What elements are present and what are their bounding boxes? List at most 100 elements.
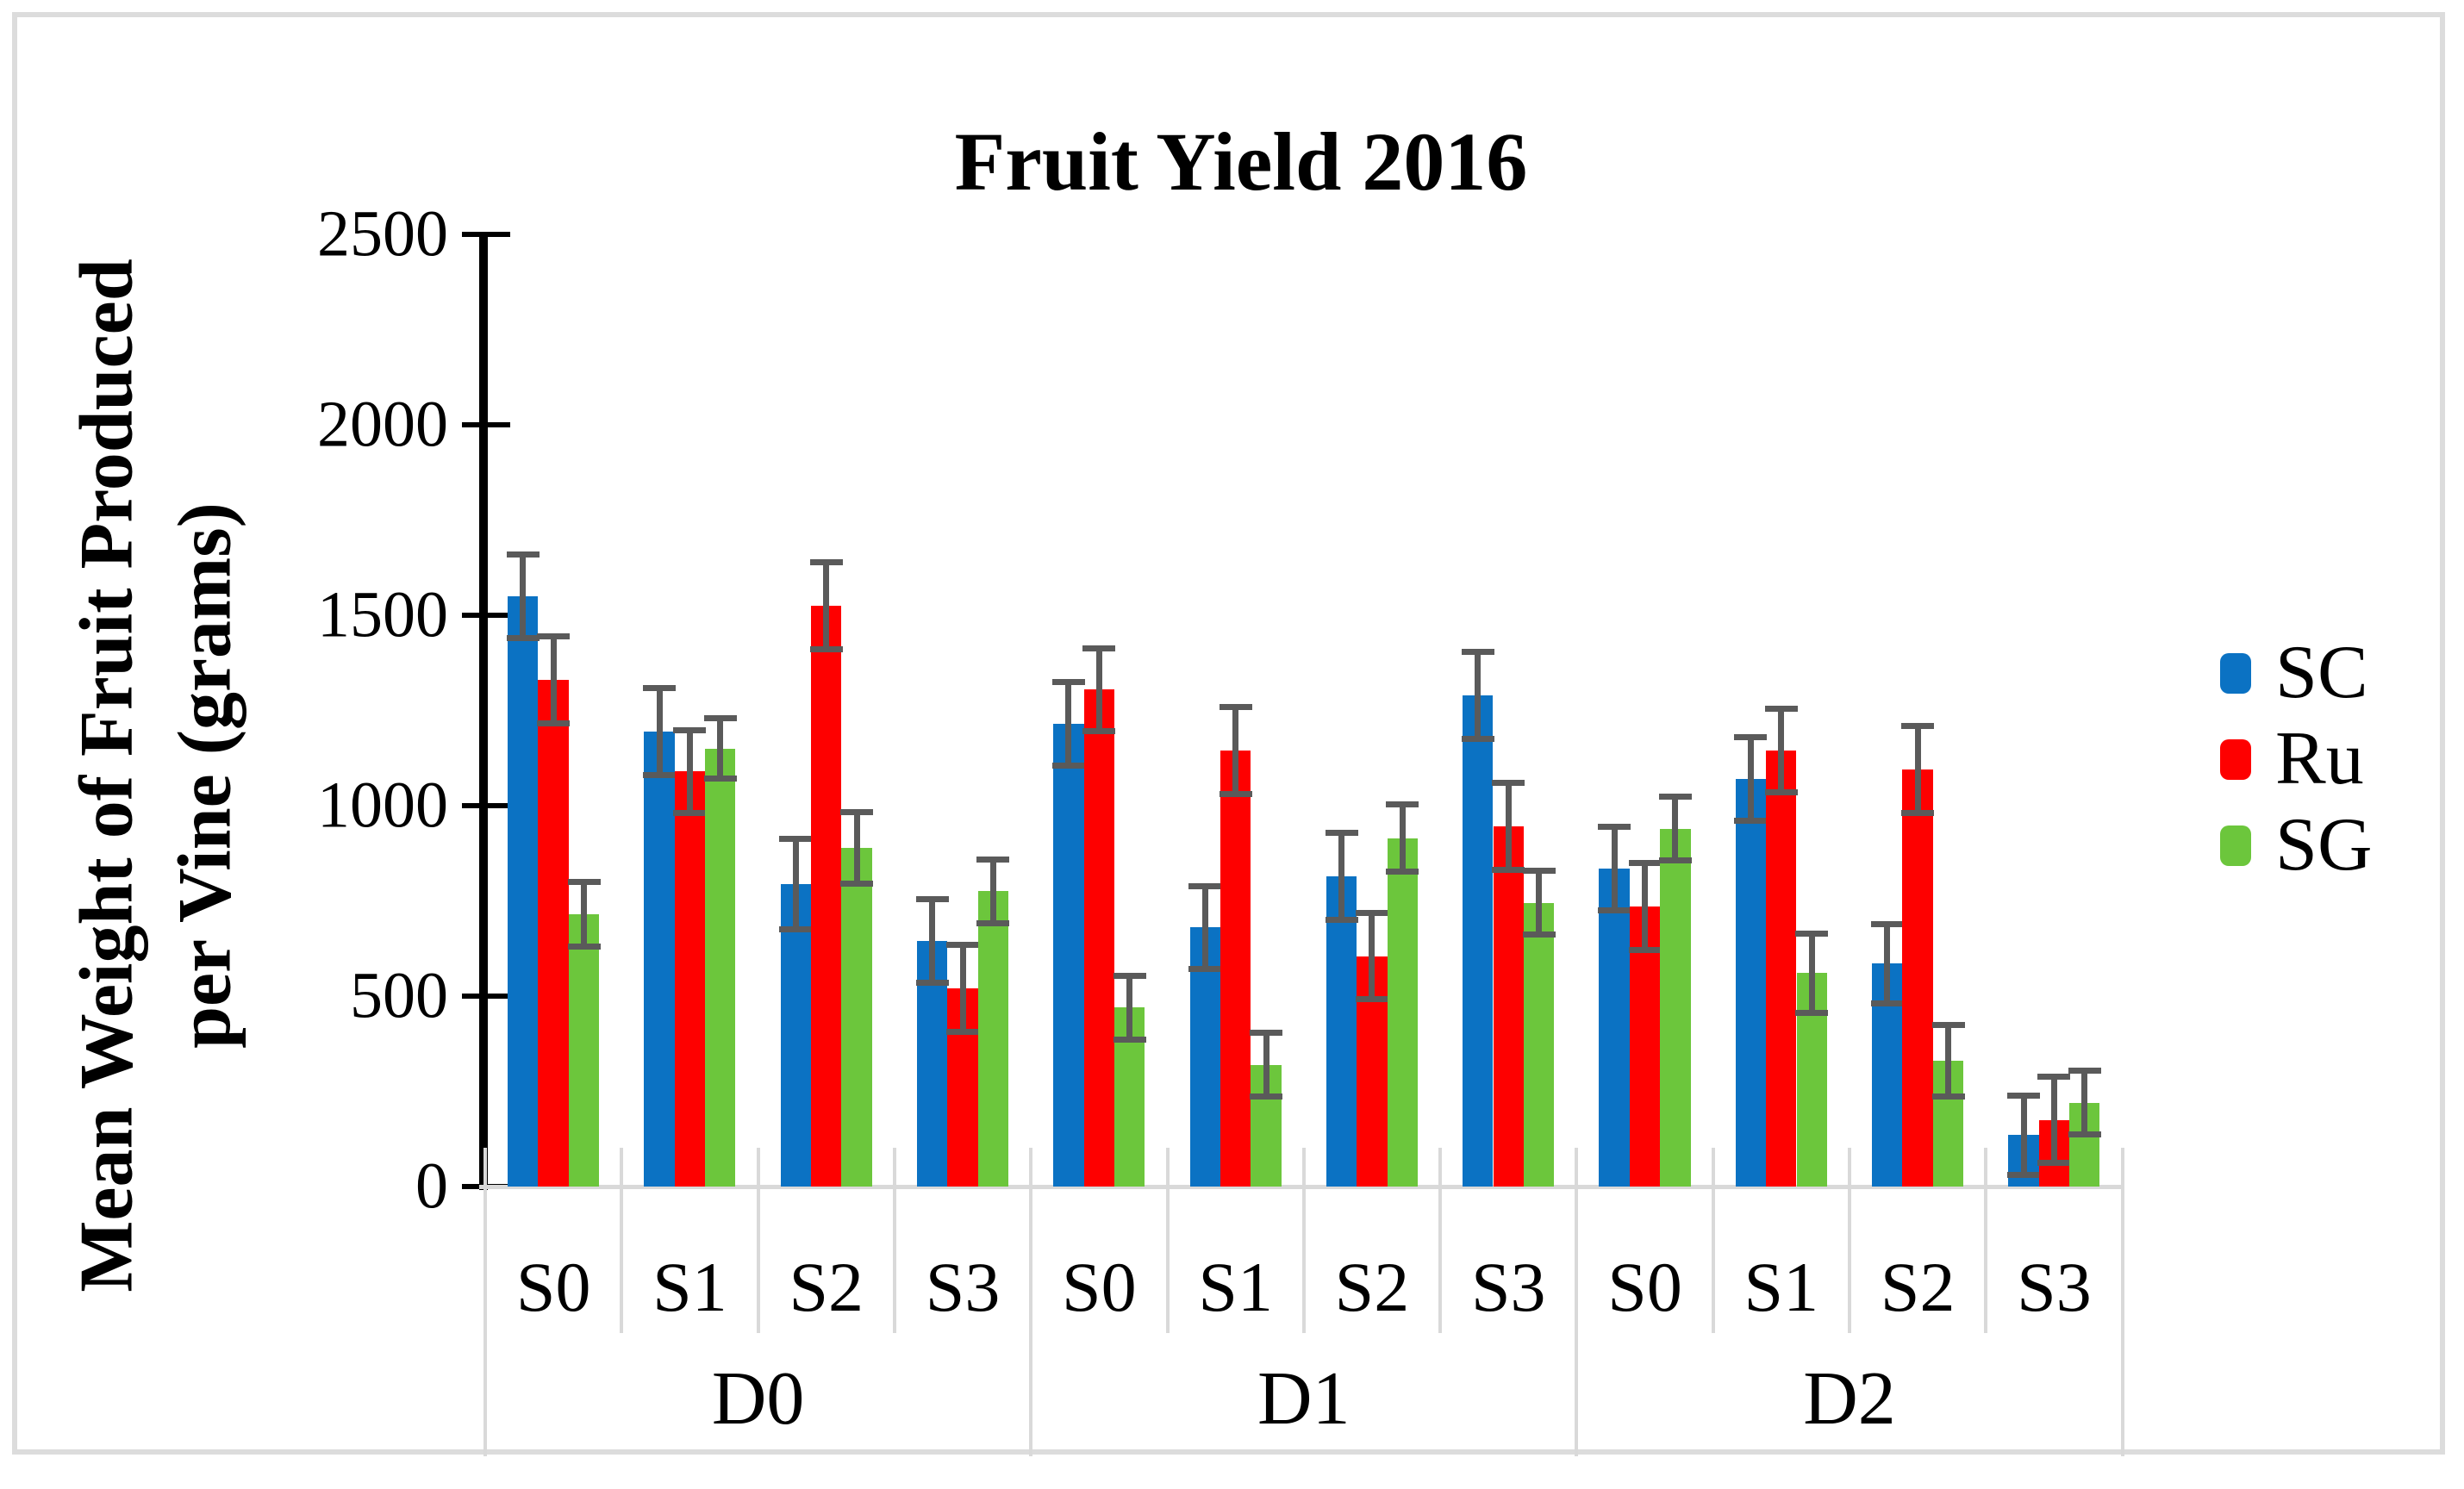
error-bar-cap-top [976, 856, 1010, 863]
error-bar-cap-top [673, 726, 707, 733]
group-separator [1029, 1187, 1033, 1456]
error-bar-line [1338, 832, 1344, 920]
error-bar-line [1475, 651, 1482, 739]
error-bar-cap-top [703, 715, 737, 722]
error-bar-cap-bottom [1870, 1000, 1904, 1006]
error-bar-cap-top [1461, 648, 1494, 655]
error-bar-line [792, 838, 799, 930]
error-bar-cap-top [946, 942, 979, 949]
error-bar-line [989, 858, 996, 924]
x-axis-subgroup-label: S3 [2017, 1248, 2092, 1326]
error-bar-line [823, 562, 830, 650]
group-separator [483, 1187, 487, 1456]
error-bar-cap-bottom [506, 634, 540, 641]
error-bar-cap-top [2007, 1092, 2040, 1099]
error-bar-cap-bottom [1901, 809, 1935, 816]
error-bar-cap-top [1598, 824, 1631, 831]
legend-swatch-ru [2220, 738, 2251, 780]
bar-ru-d2-s2 [1902, 769, 1933, 1187]
error-bar-cap-top [1082, 645, 1116, 651]
bar-sc-d1-s0 [1053, 723, 1084, 1187]
group-separator [1575, 1187, 1579, 1456]
x-axis-subgroup-label: S1 [1198, 1248, 1273, 1326]
error-bar-line [717, 718, 724, 780]
error-bar-cap-top [1355, 909, 1388, 916]
legend-swatch-sc [2220, 652, 2251, 694]
x-axis-group-label: D2 [1803, 1357, 1896, 1441]
error-bar-cap-top [1764, 706, 1798, 713]
error-bar-cap-top [2037, 1073, 2071, 1080]
error-bar-line [1505, 782, 1512, 871]
subgroup-separator [1848, 1187, 1851, 1333]
error-bar-cap-top [2068, 1068, 2101, 1075]
bar-ru-d2-s0 [1629, 906, 1661, 1187]
category-tick [2120, 1148, 2124, 1187]
y-axis-title-line1: Mean Weight of Fruit Produced [65, 259, 149, 1293]
bar-ru-d1-s1 [1220, 750, 1251, 1187]
error-bar-line [686, 729, 693, 813]
legend-item-ru: Ru [2220, 716, 2373, 802]
error-bar-cap-top [1113, 972, 1146, 979]
bar-ru-d2-s1 [1766, 750, 1797, 1187]
subgroup-separator [1301, 1187, 1306, 1333]
error-bar-line [1945, 1025, 1951, 1098]
error-bar-line [1201, 885, 1208, 970]
bar-sc-d0-s1 [644, 731, 675, 1187]
bar-ru-d0-s1 [674, 771, 706, 1187]
group-separator [2120, 1187, 2124, 1456]
error-bar-cap-bottom [1188, 966, 1222, 973]
error-bar-cap-top [1870, 921, 1904, 928]
bar-sc-d0-s0 [508, 595, 539, 1187]
y-axis-tick [462, 994, 510, 999]
error-bar-cap-top [1219, 704, 1252, 711]
x-axis-subgroup-label: S0 [515, 1248, 591, 1326]
x-axis-subgroup-label: S2 [1880, 1248, 1956, 1326]
error-bar-line [1642, 863, 1648, 950]
bar-ru-d0-s0 [538, 680, 569, 1187]
y-axis-tick-label: 1500 [317, 578, 448, 651]
error-bar-line [656, 687, 663, 776]
error-bar-line [1672, 795, 1679, 862]
error-bar-cap-top [779, 835, 813, 842]
y-axis-tick [462, 422, 510, 427]
error-bar-line [2081, 1070, 2088, 1136]
error-bar-cap-bottom [1051, 762, 1085, 769]
figure-border [12, 12, 2445, 1455]
error-bar-line [1884, 924, 1891, 1004]
error-bar-cap-bottom [1386, 869, 1419, 875]
category-tick [1711, 1148, 1715, 1187]
error-bar-cap-bottom [1082, 727, 1116, 734]
error-bar-line [520, 554, 527, 639]
category-tick [1438, 1148, 1443, 1187]
error-bar-cap-bottom [1598, 906, 1631, 913]
error-bar-cap-bottom [1931, 1093, 1965, 1100]
error-bar-line [1747, 737, 1754, 821]
error-bar-cap-top [809, 559, 843, 566]
error-bar-cap-bottom [946, 1028, 979, 1035]
legend-label-ru: Ru [2275, 717, 2364, 801]
bar-sg-d2-s0 [1660, 828, 1691, 1187]
category-tick [1165, 1148, 1170, 1187]
error-bar-line [1778, 708, 1785, 793]
x-axis-subgroup-label: S3 [1470, 1248, 1546, 1326]
category-tick [483, 1148, 487, 1187]
y-axis-tick-label: 2500 [317, 197, 448, 271]
error-bar-line [581, 882, 587, 947]
x-axis-baseline [479, 1185, 2123, 1189]
chart-title: Fruit Yield 2016 [954, 115, 1528, 208]
subgroup-separator [1711, 1187, 1715, 1333]
legend-item-sg: SG [2220, 802, 2373, 888]
y-axis-tick [462, 803, 510, 808]
bar-ru-d1-s3 [1493, 826, 1524, 1187]
category-tick [756, 1148, 760, 1187]
error-bar-cap-bottom [2068, 1131, 2101, 1138]
error-bar-cap-bottom [1250, 1093, 1282, 1100]
x-axis-subgroup-label: S2 [1334, 1248, 1410, 1326]
x-axis-subgroup-label: S2 [789, 1248, 864, 1326]
error-bar-cap-top [1901, 723, 1935, 730]
category-tick [1301, 1148, 1306, 1187]
error-bar-cap-bottom [976, 920, 1010, 927]
error-bar-cap-top [1658, 793, 1692, 800]
error-bar-line [853, 811, 860, 884]
